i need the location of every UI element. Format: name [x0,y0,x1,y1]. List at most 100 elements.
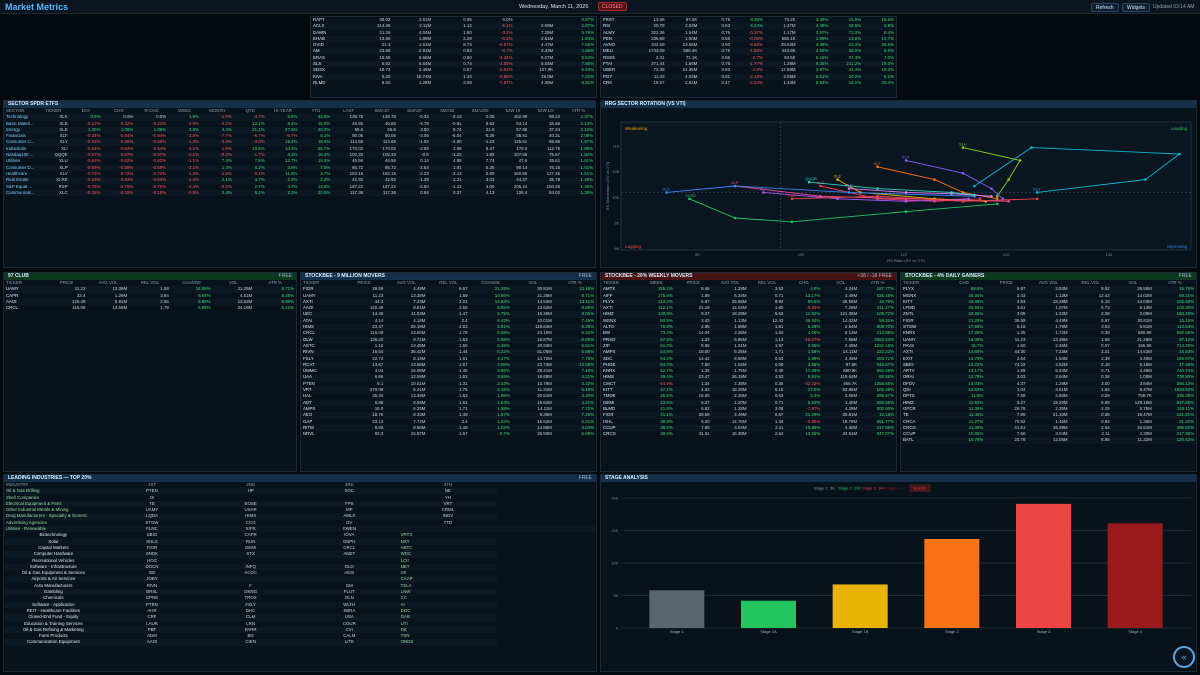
table-row[interactable]: Oil & Gas Refining & Marketing PBF PARR CVI… [4,626,596,634]
table-row[interactable]: Closed-End Fund - Equity CRF CLM USA GAB [4,614,596,621]
column-header[interactable]: TICKER [603,280,620,285]
table-row[interactable]: Biotechnology SBIO CAPR IOVA VRTX [4,532,596,538]
table-row[interactable]: AXTI 112.1% 21.18 14.04M 1.60 -0.82% 7.29M 211.… [601,305,896,311]
column-header[interactable]: ATR % [268,280,282,285]
column-header[interactable]: TICKER [45,108,62,113]
table-row[interactable]: GPCR 11.36% 26.78 2.25M 2.29 5.75M 155.11% [901,406,1196,412]
table-row[interactable]: HIMS 23.47 26.19M 4.53 5.91% 118.64M 9.25% [301,324,596,331]
table-row[interactable]: Recreational Vehicles HOG LCII [4,558,596,564]
column-header[interactable]: ATR % [1168,280,1182,285]
column-header[interactable]: 2ND [246,482,256,487]
table-row[interactable]: RAPT 38.02 2.61M 0.05 0.0% 0.87% [311,17,596,23]
table-row[interactable]: S&P Equal ... RSP -0.75% -0.75% -0.75% -2.4% -… [4,184,595,190]
table-row[interactable]: RLMD 6.60 1.28M 3.08 -7.87% 4.35M 8.81% [311,80,596,86]
table-row[interactable]: EXIT 13.79% 2.64 1.64M 2.39 4.40M 196.97% [901,356,1196,362]
table-row[interactable]: FTAI 271.44 1.66M 0.76 -1.77% 1.28M 6.35% 241.2… [601,61,896,68]
table-row[interactable]: PRSO 67.6% 1.33 6.86M 1.13 -16.07% 7.65M 2552.6… [601,336,896,343]
column-header[interactable]: PRICE [999,280,1014,285]
table-row[interactable]: ERAS 15.58 5.66M 0.90 -3.34% 5.07M 5.64% [311,55,596,61]
table-row[interactable]: LFMD 35.92% 3.61 1.07M 5.73 6.13M 103.30% [901,305,1196,311]
table-row[interactable]: AM 23.58 2.91M 0.83 -0.7% 3.43M 2.66% [311,48,596,55]
column-header[interactable]: VOL [1128,280,1138,285]
table-row[interactable]: MELI 1743.09 586.4K 0.75 -1.55% 443.8K 4.69% 36… [601,48,896,55]
table-row[interactable]: Energy XLE 1.26% 1.08% 1.08% 2.6% 4.4% 21.1% 27.… [4,126,595,134]
table-row[interactable]: KIVA 5.20 16.74M 1.34 -3.85% 19.0M 7.20% [311,73,596,80]
table-row[interactable]: AIFF 175.8% 1.89 6.34M 0.71 13.17% 4.49M 526.16… [601,293,896,299]
table-row[interactable]: UEC 14.46 11.03M 1.47 6.75% 16.26M 8.05% [301,311,596,318]
column-header[interactable]: CHANGE [481,280,501,285]
rrg-chart[interactable]: Weakening Leading Lagging Improving 90 100 110… [601,108,1197,268]
table-row[interactable]: AEO 18.76 8.33M 1.48 1.57% 9.36M 7.26% [301,412,596,419]
table-row[interactable]: FIGR 39.59 4.49M 6.67 21.29% 30.81M 13.16% [301,286,596,293]
table-row[interactable]: PGY 11.33 4.03M 0.51 -2.16% 2.05M 8.61% 20.2% 6.… [601,73,896,80]
table-row[interactable]: SDSX 18.72 2.46M 0.57 -3.53% 107.9K 6.63% [311,67,596,73]
table-row[interactable]: MGNX 45.34% 3.43 1.13M 12.43 14.02M 58.31% [901,293,1196,299]
column-header[interactable]: ATR % [571,108,586,113]
table-row[interactable]: BATL 10.76% 20.78 12.05M 6.85 11.32M 120.42% [901,437,1196,444]
table-row[interactable]: AAOI 120.49 8.81M 2.56 8.85% 13.62M 8.86% [301,305,596,311]
column-header[interactable]: AVG VOL [1039,280,1058,285]
column-header[interactable]: INDUSTRY [6,482,29,487]
stage-bar[interactable] [1107,523,1163,628]
table-row[interactable]: CCUP 38.5% 7.60 3.04M 2.11 10.95% 4.30M 217.95% [601,424,896,432]
column-header[interactable]: ATR % [568,280,582,285]
table-row[interactable]: HAL 35.34 13.39M 1.53 1.99% 20.51M 3.40% [301,393,596,399]
table-row[interactable]: Oil & Gas Equipment & Services SEI ACDC AES… [4,570,596,576]
column-header[interactable]: WEEK [178,108,192,113]
table-row[interactable]: BLMD 41.8% 6.62 1.28M 3.08 -7.87% 4.29M 800.60% [601,406,896,412]
table-row[interactable]: Education & Training Services LAUR LRN COUR… [4,621,596,627]
column-header[interactable]: SMA50 [439,108,455,113]
table-row[interactable]: RIVN 16.54 35.42M 1.44 5.22% 51.06M 5.88% [301,349,596,356]
table-row[interactable]: FSLY 22.74 8.15M 1.61 4.17% 14.72M 7.75% [301,356,596,362]
column-header[interactable]: VOL [528,280,538,285]
table-row[interactable]: Other Industrial Metals & Mining UAMY USAR… [4,507,596,513]
table-row[interactable]: NRVL 93.3 15.87M 1.67 0.7% 26.50M 5.09% [301,431,596,437]
table-row[interactable]: AMTX 155.1% 5.46 1.28M 3.53 4.0% 4.24M 187.77% [601,286,896,293]
table-row[interactable]: ADT 6.85 8.66M 1.61 1.64% 15.62M 4.21% [301,399,596,406]
table-row[interactable]: AXTI 14.68% 44.30 7.23M 2.01 14.53M 24.83% [901,349,1196,356]
table-row[interactable]: Airports & Air Services JOBY CAAP [4,576,596,583]
table-row[interactable]: DPTX 11.8% 7.58 2.80M 0.29 756.7K 335.38% [901,393,1196,399]
refresh-button[interactable]: Refresh [1091,3,1119,12]
table-row[interactable]: Basic Materi... XLB -0.12% -0.22% -0.22% -4.0… [4,121,595,127]
table-row[interactable]: Communication Equipment AAOI CIEN LITE ONDS [4,639,596,646]
column-header[interactable]: HI-YEAR [274,108,292,113]
column-header[interactable]: REL VOL [1081,280,1100,285]
table-row[interactable]: PHGE 54.0% 7.50 1.04M 0.09 3.58% 97.8K 546.67% [601,361,896,369]
table-row[interactable]: GAP 23.13 7.72M 3.4 1.23% 15.62M 6.01% [301,419,596,425]
table-row[interactable]: CRCL 116.09 13.55M 1.79 5.58% 24.19M 6.42% [4,305,296,311]
table-row[interactable]: Advertising Agencies STGW CCO DV TTD [4,520,596,526]
column-header[interactable]: 52W HI [505,108,521,113]
table-row[interactable]: ASTC 1.16 13.49M 1.55 5.45% 20.93M 6.61% [301,343,596,349]
table-row[interactable]: RSSS 2.31 71.1K 0.86 -2.7% 63.5K 5.19% 27.3% 7.0… [601,55,896,61]
column-header[interactable]: 52W LO [537,108,554,113]
table-row[interactable]: GEMI 43.6% 6.27 1.20M 0.71 6.62% 1.40M 266.66% [601,399,896,406]
table-row[interactable]: ALTO 76.8% 4.85 1.58M 1.81 5.28% 2.54M 808.70% [601,324,896,331]
column-header[interactable]: 4TH [443,482,453,487]
table-row[interactable]: TE 11.45% 7.95 21.10M 0.88 18.47M 221.91% [901,412,1196,419]
table-row[interactable]: TMDE 45.5% 16.50 2.28M 0.63 5.3% 2.08M 286.67% [601,393,896,399]
table-row[interactable]: AMPX 54.8% 18.00 6.25M 1.71 1.58% 14.11M 222.22… [601,349,896,356]
table-row[interactable]: UBER 73.38 21.35M 0.83 -2.6% 17.58M 3.57% 41.4%… [601,67,896,73]
column-header[interactable]: PRICE [357,280,371,285]
table-row[interactable]: VRT 270.08 6.41M 1.76 2.16% 11.31M 5.19% [301,387,596,394]
column-header[interactable]: PRICE [686,280,700,285]
column-header[interactable]: CHANGE [182,280,202,285]
table-row[interactable]: GVID 21.3 1.61M 8.74 -9.67% 4.47M 7.66% [311,42,596,48]
column-header[interactable]: TICKER [303,280,320,285]
column-header[interactable]: REL VOL [439,280,458,285]
column-header[interactable]: REL VOL [757,280,777,285]
table-row[interactable]: SDC 54.2% 14.42 8.68M 0.53 1.98% 4.49M 283.71% [601,356,896,362]
stage-bar[interactable] [924,538,980,628]
table-row[interactable]: Consumer D... XLP -0.59% -0.59% -0.59% -2.1% 1… [4,164,595,171]
table-row[interactable]: AXTI 44.3 7.23M 2.01 14.63% 14.53M 13.11% [301,298,596,306]
table-row[interactable]: CMCT -44.9% 1.34 2.39M 0.35 -32.32% 466.7K 1358… [601,381,896,387]
table-row[interactable]: Gambling BRSL DKNG FLUT LNW [4,589,596,596]
table-row[interactable]: UAMY 16.06% 11.23 13.38M 1.59 21.25M 97.12% [901,336,1196,343]
table-row[interactable]: PEN 236.69 1.00M 0.55 -0.06% 555.1K 1.09% 13.6%… [601,35,896,43]
table-row[interactable]: ORAI 13.79% 2.03 2.64M 0.38 1.00M 738.80% [901,374,1196,381]
table-row[interactable]: CRCA 11.27% 70.52 1.45M 0.94 1.36M 31.20% [901,419,1196,425]
column-header[interactable]: QTD [245,108,255,113]
table-row[interactable]: RITM 9.93 8.66M 1.49 1.02% 14.85M 3.04% [301,424,596,432]
table-row[interactable]: FIGR 41.1% 39.59 4.49M 6.67 21.29% 30.81M 13.16… [601,412,896,419]
